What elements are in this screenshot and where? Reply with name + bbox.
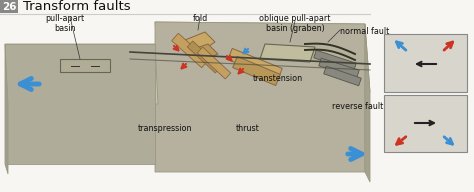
Text: fold: fold (192, 14, 208, 23)
Polygon shape (5, 44, 158, 104)
Polygon shape (365, 24, 370, 182)
Polygon shape (187, 41, 221, 73)
Polygon shape (233, 56, 280, 85)
Text: pull-apart
basin: pull-apart basin (46, 14, 84, 33)
Polygon shape (60, 59, 110, 72)
Text: thrust: thrust (236, 124, 260, 133)
Text: reverse fault: reverse fault (332, 102, 383, 111)
Polygon shape (180, 32, 215, 52)
Text: normal fault: normal fault (340, 27, 389, 36)
Polygon shape (185, 44, 218, 62)
FancyBboxPatch shape (384, 95, 467, 152)
FancyBboxPatch shape (384, 34, 467, 92)
Polygon shape (5, 44, 155, 164)
Polygon shape (228, 48, 282, 79)
Text: transpression: transpression (138, 124, 192, 133)
Polygon shape (5, 44, 8, 174)
Text: 26: 26 (2, 2, 16, 12)
Polygon shape (314, 50, 356, 71)
Text: transtension: transtension (253, 74, 303, 83)
Text: oblique pull-apart
basin (graben): oblique pull-apart basin (graben) (259, 14, 331, 33)
Polygon shape (172, 33, 209, 68)
Polygon shape (155, 22, 365, 172)
Polygon shape (155, 22, 370, 92)
FancyBboxPatch shape (0, 0, 18, 13)
Polygon shape (197, 47, 231, 79)
Polygon shape (260, 44, 315, 62)
Polygon shape (324, 66, 361, 86)
Text: Transform faults: Transform faults (23, 0, 131, 13)
Polygon shape (319, 58, 359, 78)
